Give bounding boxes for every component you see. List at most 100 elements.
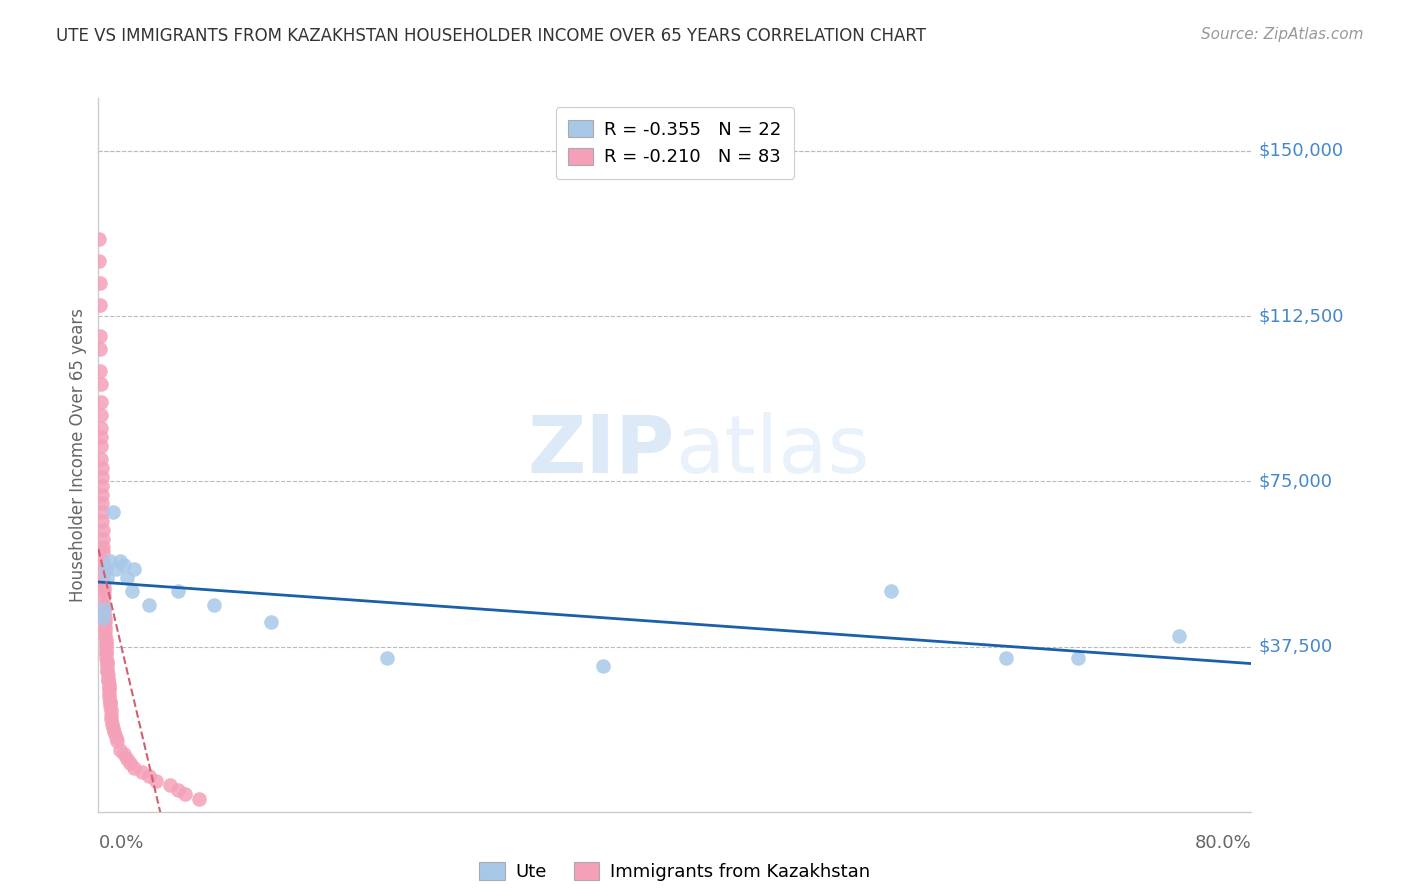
Point: [97, 673, 120, 687]
Point: [105, 734, 128, 748]
Point: [120, 756, 142, 771]
Point: [93, 602, 115, 616]
Point: [100, 712, 122, 726]
Point: [89, 298, 111, 312]
Text: Source: ZipAtlas.com: Source: ZipAtlas.com: [1201, 27, 1364, 42]
Point: [98, 695, 121, 709]
Point: [96, 659, 118, 673]
Point: [124, 761, 146, 775]
Text: $150,000: $150,000: [1258, 142, 1344, 160]
Point: [101, 721, 124, 735]
Point: [89, 276, 111, 290]
Point: [94, 562, 117, 576]
Point: [93, 589, 115, 603]
Point: [124, 562, 146, 576]
Text: atlas: atlas: [675, 411, 869, 490]
Point: [90, 479, 112, 493]
Point: [1067, 650, 1090, 665]
Point: [96, 664, 118, 678]
Point: [98, 695, 121, 709]
Point: [104, 562, 127, 576]
Text: $112,500: $112,500: [1258, 307, 1344, 326]
Point: [89, 254, 111, 268]
Point: [91, 545, 114, 559]
Point: [112, 747, 135, 762]
Point: [995, 650, 1018, 665]
Point: [89, 342, 111, 356]
Point: [166, 584, 188, 599]
Text: UTE VS IMMIGRANTS FROM KAZAKHSTAN HOUSEHOLDER INCOME OVER 65 YEARS CORRELATION C: UTE VS IMMIGRANTS FROM KAZAKHSTAN HOUSEH…: [56, 27, 927, 45]
Text: ZIP: ZIP: [527, 411, 675, 490]
Point: [96, 646, 118, 660]
Point: [91, 611, 114, 625]
Point: [138, 769, 160, 783]
Point: [100, 707, 122, 722]
Point: [98, 554, 121, 568]
Point: [188, 791, 211, 805]
Point: [93, 558, 115, 572]
Point: [93, 598, 115, 612]
Point: [94, 628, 117, 642]
Point: [97, 681, 120, 696]
Point: [91, 487, 114, 501]
Point: [260, 615, 283, 630]
Point: [101, 505, 124, 519]
Point: [93, 580, 115, 594]
Point: [94, 637, 117, 651]
Point: [375, 650, 398, 665]
Point: [159, 778, 181, 792]
Point: [131, 765, 153, 780]
Point: [90, 409, 112, 423]
Point: [166, 782, 188, 797]
Point: [91, 554, 114, 568]
Point: [145, 773, 167, 788]
Point: [90, 439, 112, 453]
Point: [91, 505, 114, 519]
Point: [174, 787, 197, 801]
Point: [96, 655, 118, 669]
Point: [97, 673, 120, 687]
Point: [97, 668, 120, 682]
Point: [108, 743, 131, 757]
Point: [97, 681, 120, 696]
Point: [89, 232, 111, 246]
Text: $75,000: $75,000: [1258, 473, 1333, 491]
Text: 80.0%: 80.0%: [1195, 834, 1251, 852]
Point: [89, 364, 111, 378]
Point: [94, 624, 117, 639]
Point: [90, 421, 112, 435]
Point: [104, 730, 127, 744]
Point: [93, 602, 115, 616]
Point: [98, 698, 121, 713]
Point: [91, 541, 114, 555]
Point: [94, 611, 117, 625]
Point: [100, 703, 122, 717]
Point: [112, 558, 135, 572]
Point: [138, 598, 160, 612]
Point: [90, 470, 112, 484]
Point: [96, 646, 118, 660]
Text: $37,500: $37,500: [1258, 638, 1333, 656]
Text: 0.0%: 0.0%: [98, 834, 143, 852]
Point: [117, 571, 138, 585]
Point: [880, 584, 903, 599]
Point: [89, 329, 111, 343]
Point: [96, 571, 118, 585]
Point: [90, 461, 112, 475]
Point: [96, 650, 118, 665]
Point: [96, 664, 118, 678]
Point: [90, 377, 112, 392]
Point: [98, 690, 121, 705]
Point: [94, 615, 117, 630]
Point: [94, 632, 117, 647]
Point: [94, 641, 117, 656]
Point: [91, 523, 114, 537]
Point: [98, 686, 121, 700]
Legend: Ute, Immigrants from Kazakhstan: Ute, Immigrants from Kazakhstan: [472, 855, 877, 888]
Point: [93, 575, 115, 590]
Point: [108, 554, 131, 568]
Point: [90, 430, 112, 444]
Point: [94, 620, 117, 634]
Point: [91, 496, 114, 510]
Point: [117, 752, 138, 766]
